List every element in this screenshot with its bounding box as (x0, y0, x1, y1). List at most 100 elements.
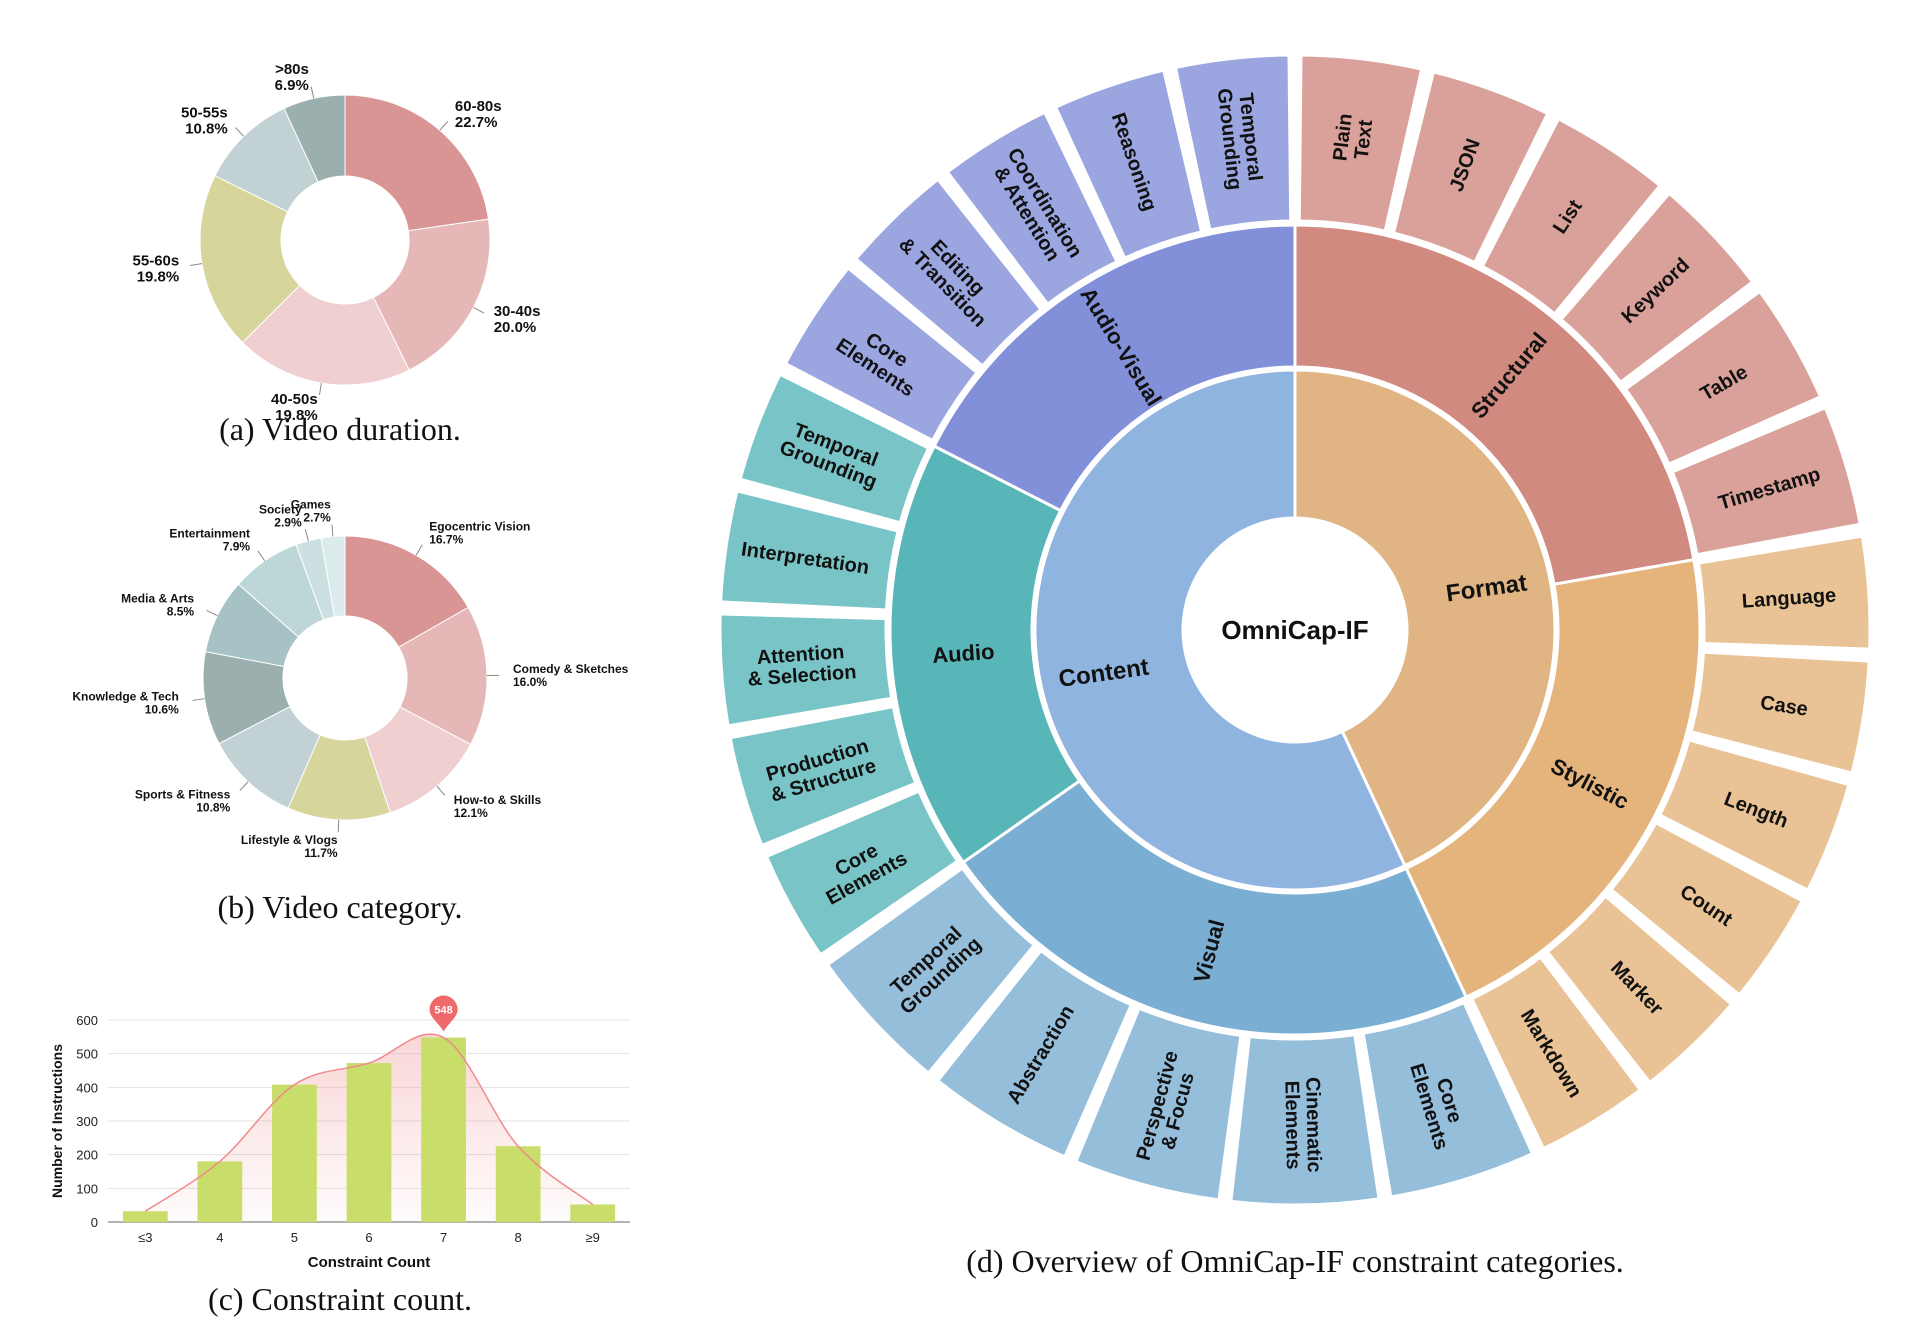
ring2-audio (888, 444, 1082, 865)
slice-percent: 10.8% (185, 121, 228, 138)
ring3-visual-abstraction (936, 949, 1133, 1159)
x-tick-label: 4 (216, 1230, 223, 1245)
y-axis-label: Number of Instructions (49, 1044, 65, 1198)
peak-marker-label: 548 (434, 1005, 452, 1017)
slice-label: 50-55s (181, 105, 228, 122)
ring3-audio-temporal-grounding (738, 372, 931, 525)
slice-percent: 19.8% (137, 268, 180, 285)
ring3-audio-core-elements (764, 789, 960, 957)
leader-line (192, 698, 205, 701)
ring3-label: Attention& Selection (745, 640, 857, 690)
slice-60-80s (344, 94, 490, 232)
slice-label: Sports & Fitness (135, 788, 231, 802)
ring3-label: CinematicElements (1280, 1077, 1325, 1173)
leader-line (415, 544, 423, 556)
ring3-stylistic-markdown (1470, 955, 1642, 1151)
ring3-visual-cinematic-elements (1229, 1033, 1381, 1207)
x-tick-label: 5 (291, 1230, 298, 1245)
slice-percent: 10.8% (196, 801, 230, 815)
ring2-structural (1293, 223, 1696, 587)
ring3-structural-keyword (1559, 191, 1755, 384)
leader-line (436, 785, 446, 796)
x-tick-label: 7 (440, 1230, 447, 1245)
y-tick-label: 200 (76, 1148, 98, 1163)
bar-le3 (122, 1211, 168, 1222)
ring3-structural-timestamp (1670, 406, 1862, 557)
x-tick-label: ≤3 (138, 1230, 152, 1245)
y-tick-label: 100 (76, 1181, 98, 1196)
duration-donut-chart: 60-80s22.7%30-40s20.0%40-50s19.8%55-60s1… (133, 61, 541, 424)
slice-55-60s (199, 175, 301, 344)
slice-40-50s (241, 284, 410, 386)
constraint-count-bar-chart: 0 100 200 300 400 500 600 ≤3 4 5 6 7 8 ≥9 548 Constrain… (49, 995, 630, 1271)
ring1-content (1033, 368, 1407, 892)
slice-label: Entertainment (169, 526, 250, 540)
leader-line (310, 86, 315, 99)
bar-7 (421, 1037, 466, 1222)
slice-comedy-sketches (398, 606, 488, 745)
x-tick-label: ≥9 (586, 1230, 600, 1245)
bar-6 (346, 1063, 392, 1222)
slice-percent: 12.1% (454, 806, 488, 820)
slice-percent: 2.7% (303, 511, 331, 525)
slice-percent: 19.8% (275, 407, 318, 424)
leader-line (304, 529, 309, 541)
y-tick-label: 300 (76, 1114, 98, 1129)
ring2-visual (961, 778, 1469, 1037)
sunburst-center-label: OmniCap-IF (1221, 615, 1368, 645)
slice-percent: 2.9% (274, 516, 302, 530)
bar-8 (495, 1146, 541, 1222)
slice-label: Comedy & Sketches (513, 662, 629, 676)
trend-curve (144, 1033, 594, 1212)
ring3-stylistic-count (1609, 821, 1804, 997)
caption-b: (b) Video category. (217, 889, 462, 925)
ring2-stylistic (1404, 557, 1702, 1000)
ring3-audio-visual-core-elements (783, 266, 979, 443)
slice-percent: 10.6% (145, 702, 179, 716)
slice-label: 40-50s (271, 391, 318, 408)
leader-line (206, 609, 218, 617)
leader-line (239, 781, 249, 791)
ring3-audio-visual-coordination-attention (945, 110, 1119, 306)
slice-percent: 20.0% (494, 319, 537, 336)
peak-marker (429, 995, 458, 1032)
leader-line (190, 263, 203, 267)
caption-a: (a) Video duration. (219, 411, 461, 447)
ring3-structural-plain-text (1297, 53, 1424, 233)
slice-percent: 11.7% (304, 846, 338, 860)
ring3-audio-interpretation (719, 489, 900, 612)
ring3-stylistic-marker (1545, 894, 1734, 1084)
x-tick-label: 6 (365, 1230, 372, 1245)
slice-percent: 7.9% (223, 539, 251, 553)
slice-percent: 22.7% (455, 114, 498, 131)
ring3-stylistic-length (1658, 738, 1851, 892)
slice-label: Games (291, 498, 331, 512)
slice-egocentric-vision (344, 535, 469, 648)
slice-percent: 6.9% (275, 77, 309, 94)
bar-5 (272, 1084, 317, 1222)
leader-line (473, 307, 485, 314)
slice-30-40s (372, 218, 491, 371)
ring3-audio-visual-temporal-grounding (1173, 53, 1293, 232)
leader-line (331, 524, 334, 537)
bar-4 (197, 1161, 243, 1222)
ring3-audio-visual-editing-transition (854, 177, 1043, 368)
ring3-audio-visual-reasoning (1054, 68, 1204, 260)
y-tick-label: 600 (76, 1013, 98, 1028)
slice-label: Society (259, 503, 302, 517)
ring3-structural-list (1480, 117, 1662, 316)
y-tick-label: 400 (76, 1080, 98, 1095)
ring3-structural-table (1624, 289, 1823, 466)
leader-line (257, 550, 266, 562)
slice-percent: 16.7% (429, 533, 463, 547)
slice-label: >80s (275, 61, 309, 78)
caption-c: (c) Constraint count. (208, 1281, 472, 1317)
leader-line (337, 819, 340, 832)
slice-percent: 16.0% (513, 675, 547, 689)
sunburst-center (1183, 518, 1407, 742)
leader-line (235, 127, 245, 137)
y-tick-label: 500 (76, 1047, 98, 1062)
